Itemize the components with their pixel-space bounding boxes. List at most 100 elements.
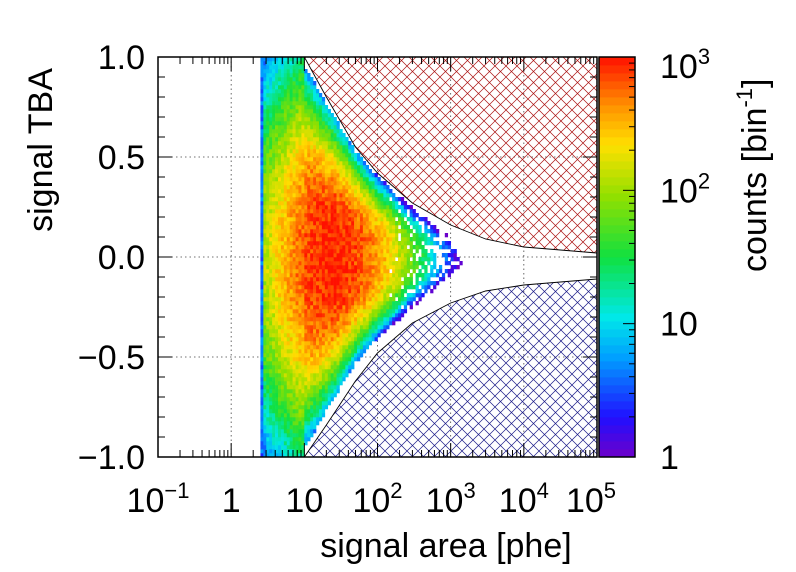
heatmap-cell bbox=[275, 413, 279, 418]
heatmap-cell bbox=[380, 261, 384, 266]
heatmap-cell bbox=[260, 81, 264, 86]
heatmap-cell bbox=[269, 137, 273, 142]
heatmap-cell bbox=[316, 381, 320, 386]
heatmap-cell bbox=[283, 217, 288, 222]
heatmap-cell bbox=[301, 285, 305, 290]
heatmap-cell bbox=[327, 289, 331, 294]
heatmap-cell bbox=[313, 101, 317, 106]
heatmap-cell bbox=[295, 189, 299, 194]
heatmap-cell bbox=[275, 133, 279, 138]
heatmap-cell bbox=[289, 281, 293, 286]
heatmap-cell bbox=[263, 105, 267, 110]
heatmap-cell bbox=[298, 149, 302, 154]
heatmap-cell bbox=[348, 261, 352, 266]
heatmap-cell bbox=[327, 233, 331, 238]
heatmap-cell bbox=[298, 265, 302, 270]
heatmap-cell bbox=[389, 189, 393, 194]
heatmap-cell bbox=[304, 193, 308, 198]
heatmap-cell bbox=[286, 401, 290, 406]
heatmap-cell bbox=[269, 309, 273, 314]
heatmap-cell bbox=[339, 381, 343, 386]
heatmap-cell bbox=[345, 249, 349, 254]
heatmap-cell bbox=[351, 253, 355, 258]
heatmap-cell bbox=[362, 241, 367, 246]
heatmap-cell bbox=[418, 261, 422, 266]
heatmap-cell bbox=[313, 245, 317, 250]
heatmap-cell bbox=[377, 309, 381, 314]
heatmap-cell bbox=[377, 209, 381, 214]
heatmap-cell bbox=[357, 165, 361, 170]
heatmap-cell bbox=[324, 169, 329, 174]
heatmap-cell bbox=[386, 305, 390, 310]
heatmap-cell bbox=[392, 197, 396, 202]
colorbar-band bbox=[599, 129, 635, 138]
heatmap-cell bbox=[283, 125, 288, 130]
heatmap-cell bbox=[336, 357, 340, 362]
heatmap-cell bbox=[336, 305, 340, 310]
heatmap-cell bbox=[298, 61, 302, 66]
heatmap-cell bbox=[286, 341, 290, 346]
heatmap-cell bbox=[272, 233, 276, 238]
heatmap-cell bbox=[289, 357, 293, 362]
heatmap-cell bbox=[263, 445, 267, 450]
heatmap-cell bbox=[456, 257, 460, 262]
heatmap-cell bbox=[298, 141, 302, 146]
heatmap-cell bbox=[292, 253, 296, 258]
heatmap-cell bbox=[298, 241, 302, 246]
heatmap-cell bbox=[313, 205, 317, 210]
heatmap-cell bbox=[295, 257, 299, 262]
heatmap-cell bbox=[318, 169, 323, 174]
heatmap-cell bbox=[280, 109, 285, 114]
heatmap-cell bbox=[377, 273, 381, 278]
heatmap-cell bbox=[280, 145, 285, 150]
heatmap-cell bbox=[260, 381, 264, 386]
heatmap-cell bbox=[277, 157, 282, 162]
heatmap-cell bbox=[336, 189, 340, 194]
heatmap-cell bbox=[348, 329, 352, 334]
heatmap-cell bbox=[292, 245, 296, 250]
heatmap-cell bbox=[336, 381, 340, 386]
heatmap-cell bbox=[318, 229, 323, 234]
heatmap-cell bbox=[298, 117, 302, 122]
heatmap-cell bbox=[272, 157, 276, 162]
heatmap-cell bbox=[318, 341, 323, 346]
heatmap-cell bbox=[263, 245, 267, 250]
heatmap-cell bbox=[260, 157, 264, 162]
heatmap-cell bbox=[316, 365, 320, 370]
heatmap-cell bbox=[412, 237, 416, 242]
heatmap-cell bbox=[263, 425, 267, 430]
heatmap-cell bbox=[412, 261, 416, 266]
heatmap-cell bbox=[377, 221, 381, 226]
heatmap-cell bbox=[275, 141, 279, 146]
heatmap-cell bbox=[272, 285, 276, 290]
heatmap-cell bbox=[277, 437, 282, 442]
heatmap-cell bbox=[450, 257, 454, 262]
heatmap-cell bbox=[324, 285, 329, 290]
heatmap-cell bbox=[304, 197, 308, 202]
heatmap-cell bbox=[318, 93, 323, 98]
heatmap-cell bbox=[275, 269, 279, 274]
heatmap-cell bbox=[380, 205, 384, 210]
heatmap-cell bbox=[333, 305, 337, 310]
heatmap-cell bbox=[368, 177, 372, 182]
heatmap-cell bbox=[395, 225, 399, 230]
heatmap-cell bbox=[269, 397, 273, 402]
heatmap-cell bbox=[295, 265, 299, 270]
heatmap-cell bbox=[339, 201, 343, 206]
heatmap-cell bbox=[289, 445, 293, 450]
heatmap-cell bbox=[321, 125, 326, 130]
heatmap-cell bbox=[280, 237, 285, 242]
heatmap-cell bbox=[453, 253, 457, 258]
heatmap-cell bbox=[286, 321, 290, 326]
heatmap-cell bbox=[269, 129, 273, 134]
heatmap-cell bbox=[333, 253, 337, 258]
heatmap-cell bbox=[330, 397, 334, 402]
heatmap-cell bbox=[263, 361, 267, 366]
heatmap-cell bbox=[321, 257, 326, 262]
heatmap-cell bbox=[386, 213, 390, 218]
heatmap-cell bbox=[339, 273, 343, 278]
heatmap-cell bbox=[292, 181, 296, 186]
heatmap-cell bbox=[386, 321, 390, 326]
heatmap-cell bbox=[313, 233, 317, 238]
